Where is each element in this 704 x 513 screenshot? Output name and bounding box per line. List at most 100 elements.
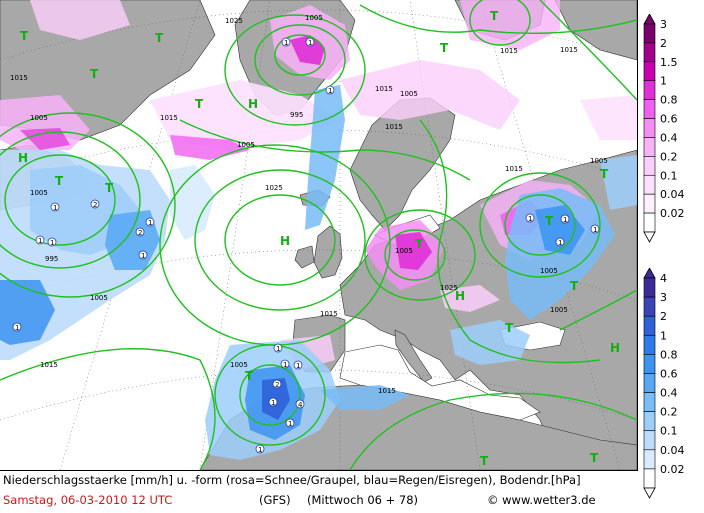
isobar-value-label: 1025 (225, 17, 243, 25)
legend-tick-label: 3 (660, 291, 667, 304)
rain-area (600, 155, 637, 210)
precip-marker-bg (268, 397, 278, 407)
legend-color-swatch (643, 411, 656, 432)
low-pressure-center: T (545, 214, 554, 228)
isobar-value-label: 1005 (230, 361, 248, 369)
legend-color-swatch (643, 174, 656, 195)
legend-tick-label: 0.6 (660, 113, 678, 126)
isobar (4, 154, 116, 246)
legend-tick-label: 2 (660, 37, 667, 50)
rain-area (450, 320, 530, 365)
legend-color-swatch (643, 315, 656, 336)
precip-marker-bg (280, 359, 290, 369)
precip-intensity-label: 1 (38, 237, 42, 245)
isobar (194, 169, 366, 311)
high-pressure-center: H (248, 97, 258, 111)
isobar-value-label: 1015 (378, 387, 396, 395)
pressure-centers: T T T H T T T H H T T T T T H T H T T T T (18, 9, 620, 468)
isobar-value-label: 1015 (375, 85, 393, 93)
precip-intensity-label: 2 (138, 229, 142, 237)
precip-intensity-label: 1 (276, 345, 280, 353)
isobar (419, 119, 601, 364)
legend-tick-label: 0.2 (660, 406, 678, 419)
isobar-value-label: 1015 (10, 74, 28, 82)
isobar-value-label: 1005 (305, 14, 323, 22)
isobar (0, 112, 176, 298)
legend-color-swatch (643, 80, 656, 100)
legend-tick-label: 1.5 (660, 56, 678, 69)
legend-tick-label: 0.04 (660, 444, 685, 457)
valid-date: Samstag, 06-03-2010 12 UTC (3, 493, 173, 507)
precip-intensity-label: 1 (258, 446, 262, 454)
snow-area (395, 232, 432, 270)
isobar-value-label: 1015 (505, 165, 523, 173)
legend-tick-label: 0.4 (660, 387, 678, 400)
precip-marker-bg (135, 227, 145, 237)
precip-marker-bg (12, 322, 22, 332)
isobar-value-label: 1005 (550, 306, 568, 314)
legend-color-swatch (643, 156, 656, 176)
legend-color-swatch (643, 137, 656, 157)
isobar (479, 172, 601, 278)
low-pressure-center: T (90, 67, 99, 81)
isobar (274, 34, 326, 76)
precip-marker-bg (272, 379, 282, 389)
low-pressure-center: T (55, 174, 64, 188)
isobar-value-label: 1015 (320, 310, 338, 318)
isobar-value-label: 1005 (540, 267, 558, 275)
precip-marker-bg (560, 214, 570, 224)
legend-color-swatch (643, 193, 656, 214)
low-pressure-center: T (600, 167, 609, 181)
low-pressure-center: T (440, 41, 449, 55)
legend-color-swatch (643, 23, 656, 44)
low-pressure-center: T (415, 237, 424, 251)
low-pressure-center: T (105, 181, 114, 195)
precip-intensity-label: 1 (563, 216, 567, 224)
isobar (359, 4, 637, 35)
isobar (224, 14, 366, 126)
caption-footer: Niederschlagsstaerke [mm/h] u. -form (ro… (0, 471, 704, 513)
isobar (224, 194, 336, 286)
isobar-value-label: 995 (290, 111, 303, 119)
italy-landmass (394, 329, 433, 383)
precip-intensity-label: 1 (141, 252, 145, 260)
isobar (179, 119, 471, 181)
isobar (349, 392, 637, 470)
low-pressure-center: T (570, 279, 579, 293)
low-pressure-center: T (480, 454, 489, 468)
low-pressure-center: T (590, 451, 599, 465)
precip-marker-bg (35, 235, 45, 245)
precip-intensity-label: 1 (283, 361, 287, 369)
model-name: (GFS) (259, 493, 291, 507)
legend-color-swatch (643, 373, 656, 393)
legend-color-swatch (643, 334, 656, 355)
legend-tick-label: 0.02 (660, 463, 685, 476)
legend-tick-label: 0.2 (660, 150, 678, 163)
precip-marker-bg (590, 224, 600, 234)
legend-color-swatch (643, 61, 656, 82)
isobar-value-label: 1005 (30, 189, 48, 197)
isobar-value-label: 1005 (237, 141, 255, 149)
isobar-value-label: 1005 (395, 247, 413, 255)
precip-intensity-label: 1 (328, 87, 332, 95)
legend-tick-label: 3 (660, 18, 667, 31)
precip-intensity-label: 1 (15, 324, 19, 332)
legend-color-swatch (643, 118, 656, 138)
copyright-link[interactable]: © www.wetter3.de (487, 493, 596, 507)
legend-color-swatch (643, 354, 656, 374)
ireland-landmass (294, 245, 315, 269)
legend-color-swatch (643, 99, 656, 119)
rain-legend: 4 3 2 1 0.8 0.6 0.4 0.2 0.1 0.04 0.02 (640, 268, 704, 500)
precip-marker-bg (295, 399, 305, 409)
precip-intensity-label: 1 (528, 215, 532, 223)
legend-tick-label: 0.1 (660, 425, 678, 438)
precip-marker-bg (145, 217, 155, 227)
legend-tick-label: 2 (660, 310, 667, 323)
precip-marker-bg (47, 237, 57, 247)
isobar-value-label: 1005 (30, 114, 48, 122)
rain-area (320, 385, 410, 410)
isobars (0, 0, 637, 470)
isobar-value-label: 1025 (440, 284, 458, 292)
precip-intensity-label: 1 (593, 226, 597, 234)
isobar-value-label: 1005 (400, 90, 418, 98)
